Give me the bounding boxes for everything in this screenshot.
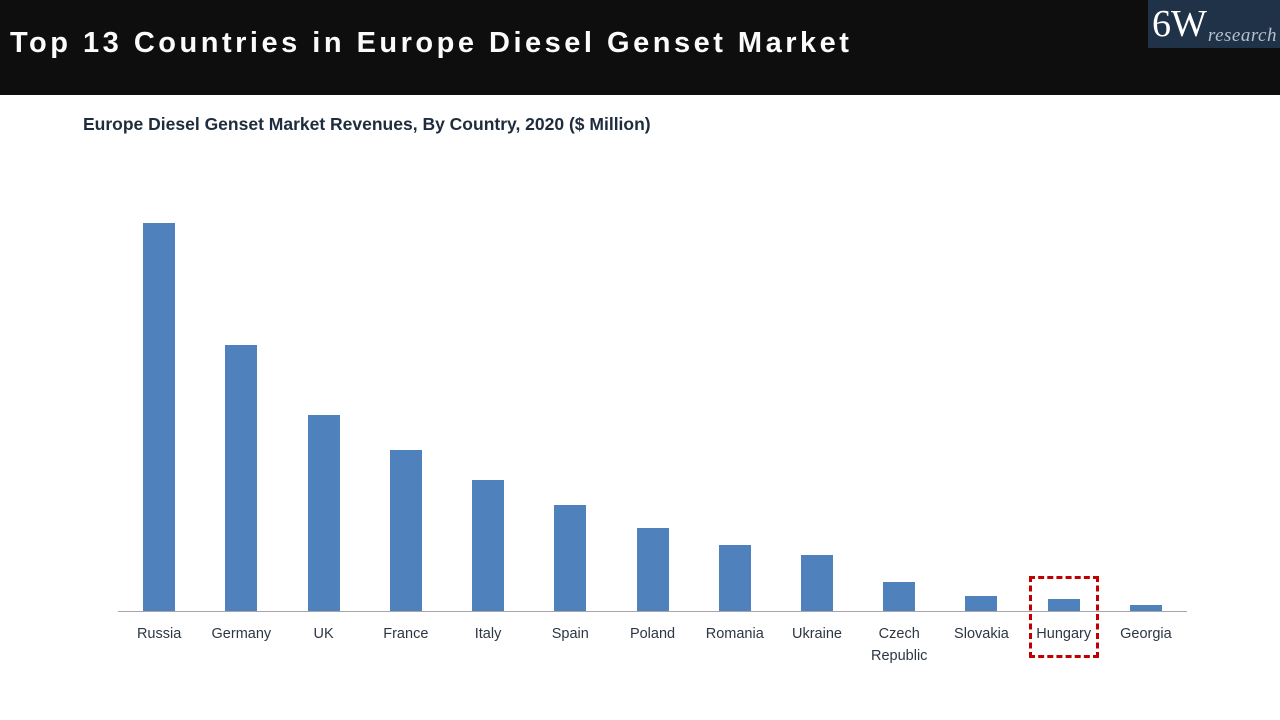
bar-slot-georgia — [1105, 200, 1187, 611]
logo-6w-text: 6W — [1152, 3, 1207, 45]
bar-slot-russia — [118, 200, 200, 611]
x-axis-label-poland: Poland — [629, 626, 676, 642]
bar-germany — [225, 345, 258, 611]
header-bar: Top 13 Countries in Europe Diesel Genset… — [0, 0, 1280, 95]
hungary-highlight-box — [1028, 576, 1099, 658]
x-axis-label-georgia: Georgia — [1120, 626, 1172, 642]
x-axis-label-romania: Romania — [705, 626, 764, 642]
bar-czech-republic — [883, 582, 916, 611]
bar-slot-poland — [611, 200, 693, 611]
bar-slot-slovakia — [940, 200, 1022, 611]
bar-russia — [143, 223, 176, 611]
bar-spain — [554, 505, 587, 611]
bar-uk — [307, 415, 340, 611]
bar-slot-italy — [447, 200, 529, 611]
brand-logo: 6W research — [1148, 0, 1280, 48]
bar-france — [389, 450, 422, 611]
x-axis-label-russia: Russia — [136, 626, 182, 642]
x-axis-label-france: France — [383, 626, 429, 642]
bar-slot-hungary — [1023, 200, 1105, 611]
bar-slovakia — [965, 596, 998, 611]
bar-slot-czech-republic — [858, 200, 940, 611]
bar-slot-uk — [282, 200, 364, 611]
bar-hungary — [1047, 599, 1080, 611]
x-axis-label-czech-republic: Czech Republic — [871, 626, 928, 664]
x-axis-label-uk: UK — [313, 626, 334, 642]
x-axis-label-spain: Spain — [551, 626, 589, 642]
bar-ukraine — [800, 555, 833, 611]
x-axis-labels: Russia Germany UK France Italy Spain Poland Rom… — [118, 623, 1187, 667]
bar-slot-ukraine — [776, 200, 858, 611]
bar-poland — [636, 528, 669, 611]
bar-italy — [472, 480, 505, 611]
bar-chart-plot-area — [118, 200, 1187, 612]
logo-research-text: research — [1207, 25, 1277, 46]
x-axis-label-hungary: Hungary — [1036, 626, 1092, 642]
page-title: Top 13 Countries in Europe Diesel Genset… — [10, 27, 853, 59]
bar-slot-france — [365, 200, 447, 611]
x-axis-label-ukraine: Ukraine — [792, 626, 842, 642]
x-axis-label-slovakia: Slovakia — [954, 626, 1009, 642]
bar-slot-germany — [200, 200, 282, 611]
x-axis-label-germany: Germany — [211, 626, 272, 642]
bar-slot-romania — [694, 200, 776, 611]
x-axis-label-italy: Italy — [474, 626, 502, 642]
chart-title: Europe Diesel Genset Market Revenues, By… — [83, 114, 651, 134]
bar-slot-spain — [529, 200, 611, 611]
bar-georgia — [1129, 605, 1162, 611]
bar-romania — [718, 545, 751, 611]
